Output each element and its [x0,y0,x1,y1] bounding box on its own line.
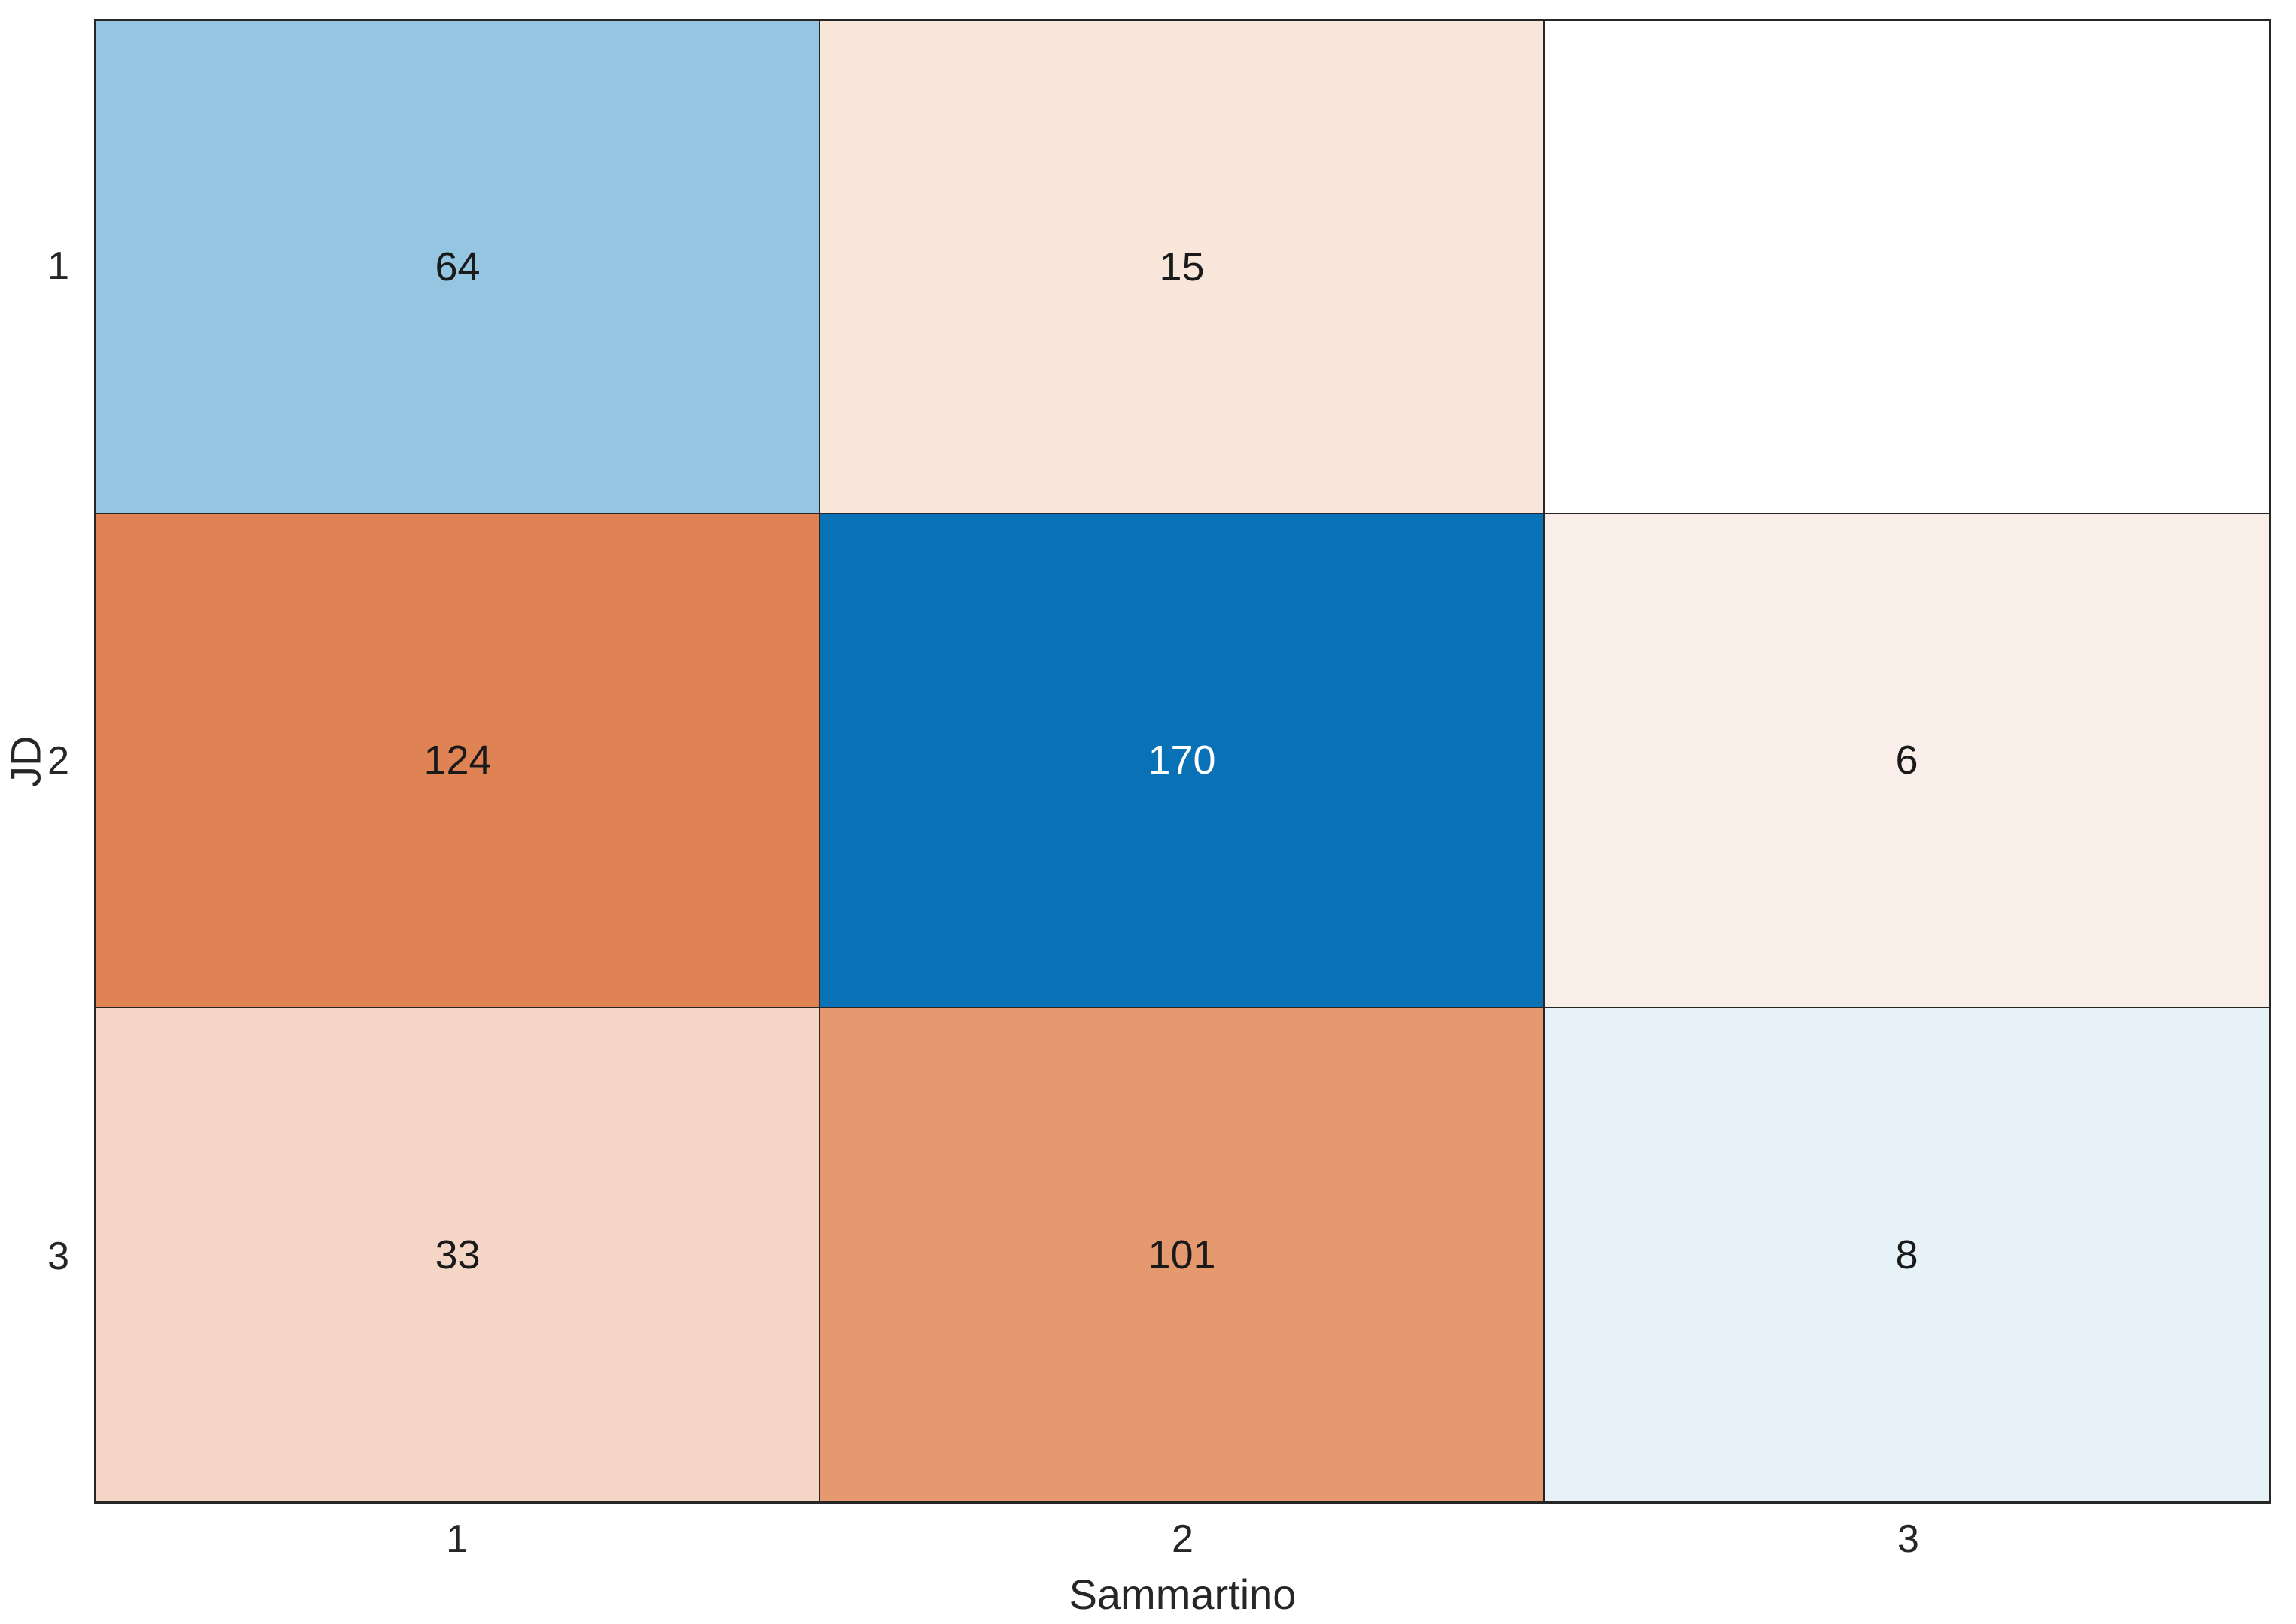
cell-value-label: 8 [1895,1232,1918,1277]
x-axis-title: Sammartino [1069,1571,1297,1618]
y-tick-label: 3 [47,1234,69,1278]
cell-value-label: 15 [1159,244,1205,290]
cell-value-label: 170 [1148,738,1216,783]
cell-value-label: 124 [423,738,492,783]
heatmap-cell-r1c3 [1545,21,2269,515]
heatmap-cell-r1c2: 15 [820,21,1545,515]
x-axis-ticks: 1 2 3 [94,1510,2271,1568]
x-tick-label: 2 [1172,1517,1193,1561]
heatmap-cell-r3c1: 33 [96,1007,820,1501]
y-tick-label: 2 [47,739,69,783]
cell-value-label: 101 [1148,1232,1216,1277]
x-tick-label: 1 [446,1517,468,1561]
y-axis-ticks: 1 2 3 [0,19,75,1504]
cell-value-label: 6 [1895,738,1918,783]
heatmap-cell-r2c2: 170 [820,514,1545,1008]
cell-value-label: 33 [435,1232,481,1277]
y-tick-label: 1 [47,244,69,289]
heatmap-cell-r2c3: 6 [1545,514,2269,1008]
heatmap-cell-r2c1: 124 [96,514,820,1008]
x-tick-label: 3 [1897,1517,1919,1561]
cell-value-label: 64 [435,244,481,290]
plot-area: 64 15 124 170 6 33 101 8 [94,19,2271,1504]
heatmap-cell-r3c2: 101 [820,1007,1545,1501]
heatmap-cell-r1c1: 64 [96,21,820,515]
heatmap-cell-r3c3: 8 [1545,1007,2269,1501]
